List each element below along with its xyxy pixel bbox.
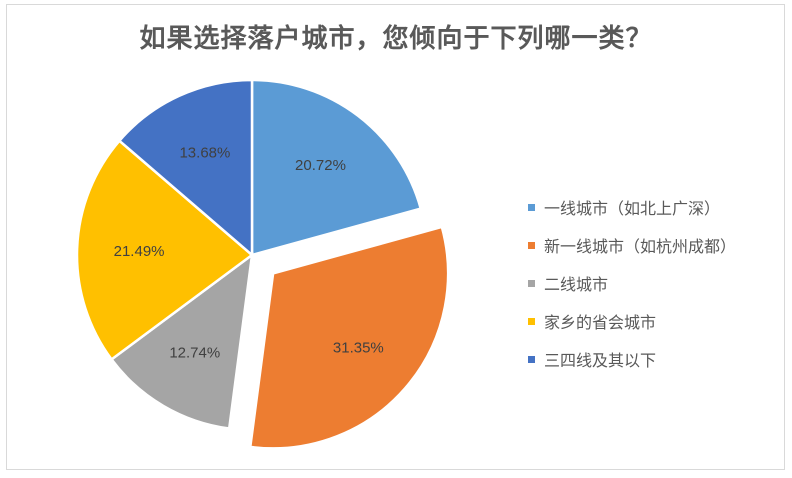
legend-item: 新一线城市（如杭州成都） [528, 226, 736, 264]
pie-slice-1 [250, 78, 423, 257]
legend-item: 家乡的省会城市 [528, 302, 736, 340]
pie-slice-3 [109, 252, 254, 430]
legend: 一线城市（如北上广深） 新一线城市（如杭州成都） 二线城市家乡的省会城市 三四线及其以… [528, 188, 736, 378]
legend-swatch [528, 203, 535, 211]
legend-label: 一线城市（如北上广深） [544, 199, 721, 218]
pie-slice-2 [248, 225, 450, 450]
legend-swatch [528, 279, 535, 287]
pie-slice-4 [75, 139, 254, 362]
slice-label-3: 12.74% [169, 344, 220, 361]
slice-label-2: 31.35% [333, 340, 384, 357]
chart-title: 如果选择落户城市，您倾向于下列哪一类？ [139, 24, 653, 54]
pie-slice-5 [117, 78, 254, 258]
legend-swatch [528, 241, 535, 249]
legend-item: 一线城市（如北上广深） [528, 188, 736, 226]
legend-swatch [528, 355, 535, 363]
legend-label: 三四线及其以下 [544, 351, 657, 370]
legend-label: 新一线城市（如杭州成都） [544, 237, 737, 256]
legend-label: 二线城市 [544, 275, 609, 294]
legend-item: 三四线及其以下 [528, 340, 736, 378]
legend-label: 家乡的省会城市 [544, 313, 657, 332]
slice-label-5: 13.68% [179, 144, 230, 161]
slice-label-1: 20.72% [295, 157, 346, 174]
legend-swatch [528, 317, 535, 325]
legend-item: 二线城市 [528, 264, 736, 302]
slice-label-4: 21.49% [114, 243, 165, 260]
